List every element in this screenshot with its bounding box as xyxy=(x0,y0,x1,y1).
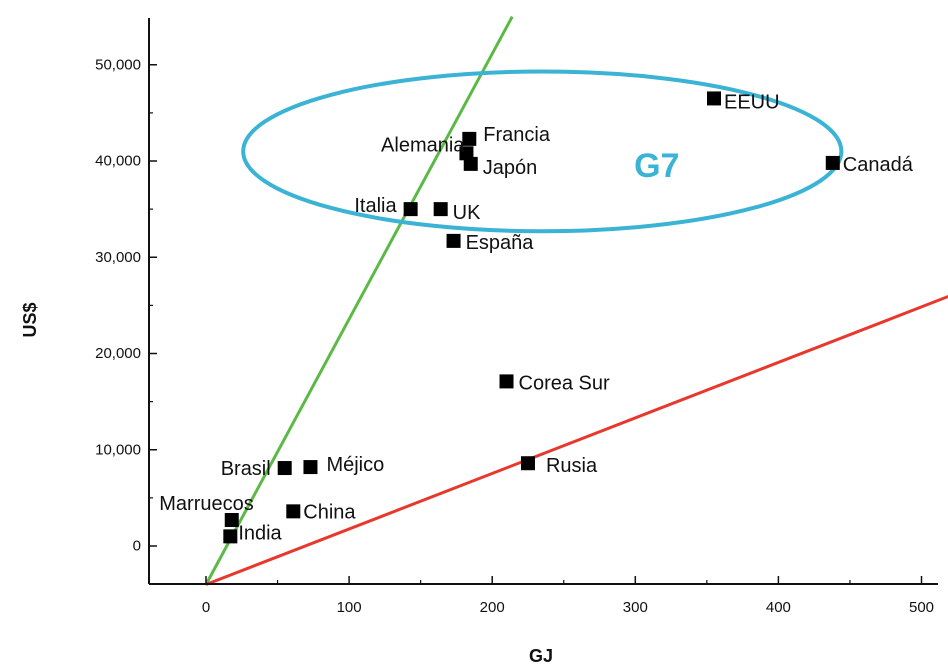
x-ticks: 0 100 200 300 400 500 xyxy=(202,576,934,616)
point-label-india: India xyxy=(238,522,282,544)
point-corea-sur xyxy=(499,374,514,389)
point-china xyxy=(286,504,301,519)
point-label-españa: España xyxy=(466,232,535,254)
point-rusia xyxy=(520,456,535,471)
point-label-marruecos: Marruecos xyxy=(159,493,253,515)
point-eeuu xyxy=(707,91,722,106)
point-canadá xyxy=(825,155,840,170)
point-label-francia: Francia xyxy=(483,124,551,146)
point-label-uk: UK xyxy=(453,202,481,224)
y-tick-label: 10,000 xyxy=(95,441,141,458)
group-annotations: G7 xyxy=(241,69,844,234)
x-tick-label: 100 xyxy=(337,599,362,616)
point-india xyxy=(223,529,238,544)
point-marruecos xyxy=(224,513,239,528)
x-tick-label: 0 xyxy=(202,599,210,616)
trend-lines xyxy=(204,15,948,586)
point-label-rusia: Rusia xyxy=(546,455,598,477)
point-méjico xyxy=(303,460,318,475)
point-italia xyxy=(403,202,418,217)
y-ticks: 0 10,000 20,000 30,000 40,000 50,000 xyxy=(95,56,157,555)
point-label-japón: Japón xyxy=(483,157,538,179)
point-label-china: China xyxy=(303,501,356,523)
point-alemania xyxy=(459,146,474,161)
point-españa xyxy=(446,233,461,248)
y-tick-label: 30,000 xyxy=(95,249,141,266)
point-brasil xyxy=(277,461,292,476)
point-label-alemania: Alemania xyxy=(381,134,465,156)
y-axis-title: US$ xyxy=(20,302,40,337)
y-tick-label: 0 xyxy=(133,538,141,555)
point-label-corea-sur: Corea Sur xyxy=(519,372,610,394)
group-label: G7 xyxy=(634,147,679,185)
axes xyxy=(148,18,938,585)
point-label-italia: Italia xyxy=(354,195,397,217)
y-tick-label: 50,000 xyxy=(95,56,141,73)
point-label-méjico: Méjico xyxy=(326,454,384,476)
point-francia xyxy=(462,131,477,146)
x-tick-label: 400 xyxy=(766,599,791,616)
trend-line-1 xyxy=(204,15,514,586)
x-tick-label: 200 xyxy=(480,599,505,616)
x-axis-title: GJ xyxy=(529,646,553,666)
point-label-canadá: Canadá xyxy=(843,154,914,176)
trend-line-2 xyxy=(205,294,948,586)
y-tick-label: 20,000 xyxy=(95,345,141,362)
x-tick-label: 300 xyxy=(623,599,648,616)
point-japón xyxy=(463,156,478,171)
y-tick-label: 40,000 xyxy=(95,153,141,170)
x-tick-label: 500 xyxy=(909,599,934,616)
group-ellipse xyxy=(241,69,844,234)
point-label-eeuu: EEUU xyxy=(724,91,780,113)
point-uk xyxy=(433,202,448,217)
data-points: EEUU Canadá Francia Alemania Japón Italia UK Es… xyxy=(159,91,914,544)
point-label-brasil: Brasil xyxy=(221,458,271,480)
